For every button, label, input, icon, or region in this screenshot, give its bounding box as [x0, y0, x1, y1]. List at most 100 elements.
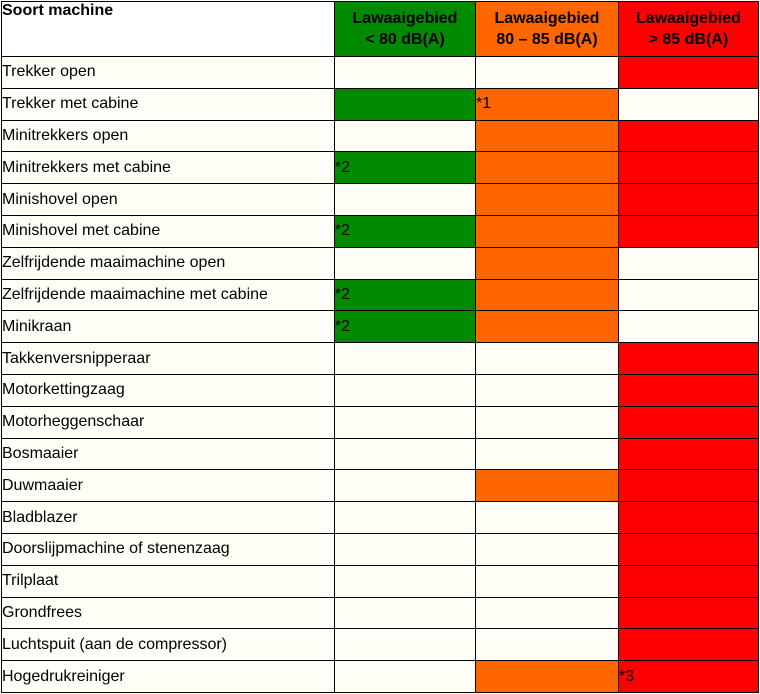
table-row: Luchtspuit (aan de compressor): [1, 628, 759, 662]
machine-name-cell: Luchtspuit (aan de compressor): [1, 628, 335, 662]
table-row: Trekker met cabine *1: [1, 87, 759, 121]
zone-below-80-cell: [334, 501, 476, 534]
zone-80-85-cell: *1: [475, 87, 619, 121]
zone-header-above-85: Lawaaigebied > 85 dB(A): [618, 1, 759, 57]
table-row: Doorslijpmachine of stenenzaag: [1, 532, 759, 566]
zone-80-85-cell: [475, 246, 619, 280]
zone-80-85-cell: [475, 342, 619, 375]
zone-header-below-80: Lawaaigebied < 80 dB(A): [334, 1, 476, 57]
zone-above-85-cell: [618, 564, 759, 598]
machine-name-cell: Minishovel met cabine: [1, 214, 335, 248]
zone-below-80-cell: [334, 342, 476, 375]
zone-above-85-cell: [618, 405, 759, 439]
table-row: Grondfrees: [1, 596, 759, 630]
zone-above-85-cell: [618, 532, 759, 566]
machine-name-cell: Duwmaaier: [1, 469, 335, 503]
zone-header-title: Lawaaigebied: [636, 10, 741, 27]
zone-below-80-cell: *2: [334, 310, 476, 344]
zone-above-85-cell: [618, 246, 759, 280]
zone-above-85-cell: [618, 469, 759, 503]
zone-below-80-cell: [334, 628, 476, 662]
table-row: Zelfrijdende maaimachine open: [1, 246, 759, 280]
zone-80-85-cell: [475, 405, 619, 439]
zone-above-85-cell: [618, 56, 759, 89]
zone-80-85-cell: [475, 278, 619, 312]
table-row: Trilplaat: [1, 564, 759, 598]
zone-below-80-cell: [334, 596, 476, 630]
zone-80-85-cell: [475, 56, 619, 89]
zone-below-80-cell: [334, 660, 476, 693]
zone-header-80-85: Lawaaigebied 80 – 85 dB(A): [475, 1, 619, 57]
zone-below-80-cell: [334, 119, 476, 153]
header-row: Soort machine Lawaaigebied < 80 dB(A) La…: [1, 1, 759, 57]
zone-80-85-cell: [475, 437, 619, 471]
table-row: Hogedrukreiniger *3: [1, 660, 759, 693]
machine-name-cell: Bosmaaier: [1, 437, 335, 471]
table-row: Motorheggenschaar: [1, 405, 759, 439]
zone-80-85-cell: [475, 532, 619, 566]
machine-name-cell: Minishovel open: [1, 183, 335, 216]
table-row: Minitrekkers met cabine *2: [1, 151, 759, 185]
zone-header-range: 80 – 85 dB(A): [496, 31, 598, 48]
zone-above-85-cell: [618, 87, 759, 121]
machine-name-cell: Motorheggenschaar: [1, 405, 335, 439]
zone-below-80-cell: [334, 532, 476, 566]
zone-above-85-cell: *3: [618, 660, 759, 693]
zone-80-85-cell: [475, 183, 619, 216]
zone-80-85-cell: [475, 501, 619, 534]
machine-name-cell: Doorslijpmachine of stenenzaag: [1, 532, 335, 566]
zone-above-85-cell: [618, 183, 759, 216]
zone-above-85-cell: [618, 151, 759, 185]
zone-80-85-cell: [475, 628, 619, 662]
machine-name-cell: Takkenversnipperaar: [1, 342, 335, 375]
table-row: Minishovel met cabine *2: [1, 214, 759, 248]
zone-80-85-cell: [475, 214, 619, 248]
machine-name-cell: Minikraan: [1, 310, 335, 344]
machine-name-cell: Trekker open: [1, 56, 335, 89]
machine-name-cell: Minitrekkers met cabine: [1, 151, 335, 185]
machine-name-cell: Trekker met cabine: [1, 87, 335, 121]
zone-80-85-cell: [475, 469, 619, 503]
zone-80-85-cell: [475, 660, 619, 693]
table-row: Motorkettingzaag: [1, 373, 759, 407]
machine-name-cell: Minitrekkers open: [1, 119, 335, 153]
zone-below-80-cell: [334, 246, 476, 280]
zone-above-85-cell: [618, 119, 759, 153]
zone-above-85-cell: [618, 373, 759, 407]
zone-below-80-cell: [334, 56, 476, 89]
zone-80-85-cell: [475, 564, 619, 598]
zone-above-85-cell: [618, 501, 759, 534]
zone-above-85-cell: [618, 437, 759, 471]
machine-name-cell: Hogedrukreiniger: [1, 660, 335, 693]
zone-below-80-cell: [334, 564, 476, 598]
table-row: Minishovel open: [1, 183, 759, 216]
zone-80-85-cell: [475, 119, 619, 153]
table-row: Trekker open: [1, 56, 759, 89]
table-row: Bladblazer: [1, 501, 759, 534]
machine-name-cell: Trilplaat: [1, 564, 335, 598]
zone-header-range: > 85 dB(A): [648, 31, 729, 48]
zone-above-85-cell: [618, 214, 759, 248]
zone-80-85-cell: [475, 596, 619, 630]
zone-80-85-cell: [475, 310, 619, 344]
zone-above-85-cell: [618, 342, 759, 375]
machine-name-cell: Zelfrijdende maaimachine open: [1, 246, 335, 280]
zone-80-85-cell: [475, 151, 619, 185]
zone-above-85-cell: [618, 628, 759, 662]
zone-below-80-cell: *2: [334, 278, 476, 312]
zone-below-80-cell: [334, 437, 476, 471]
table-row: Minikraan *2: [1, 310, 759, 344]
machine-name-cell: Motorkettingzaag: [1, 373, 335, 407]
table-row: Duwmaaier: [1, 469, 759, 503]
table-row: Zelfrijdende maaimachine met cabine *2: [1, 278, 759, 312]
zone-below-80-cell: *2: [334, 214, 476, 248]
machine-name-cell: Bladblazer: [1, 501, 335, 534]
zone-below-80-cell: [334, 405, 476, 439]
zone-header-title: Lawaaigebied: [352, 10, 458, 27]
zone-below-80-cell: [334, 183, 476, 216]
machine-type-header: Soort machine: [1, 1, 335, 57]
table-row: Bosmaaier: [1, 437, 759, 471]
zone-header-title: Lawaaigebied: [494, 10, 600, 27]
table-row: Takkenversnipperaar: [1, 342, 759, 375]
